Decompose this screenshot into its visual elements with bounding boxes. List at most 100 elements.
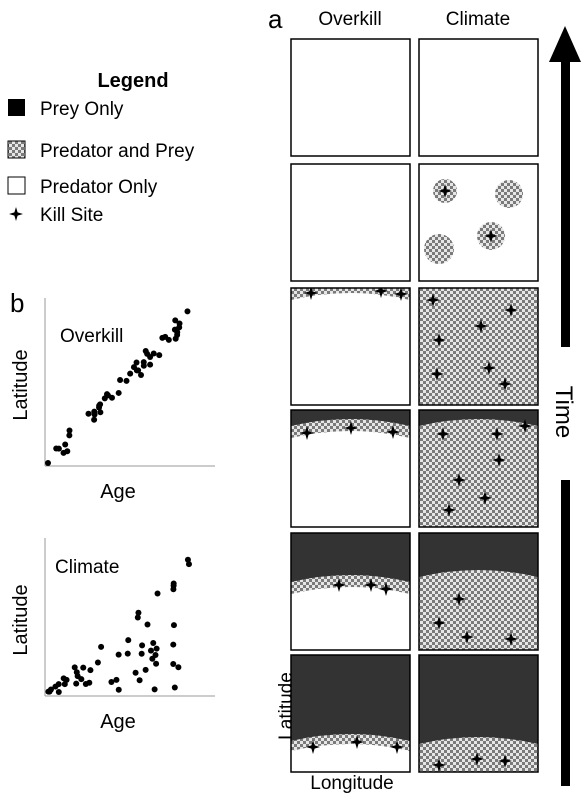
panel-bg [291,288,410,405]
axis-label: Age [100,481,136,503]
map-panel [419,533,538,650]
scatter-dot [138,371,145,378]
scatter-dot [136,677,143,684]
panel-border [290,163,411,282]
predator-prey-area [419,288,538,405]
scatter-dot [55,445,62,452]
panel-border [418,409,539,528]
scatter-dot [154,590,161,597]
scatter-dot [144,621,151,628]
legend-swatch [9,207,23,221]
scatter-dot [108,678,115,685]
legend-item: Kill Site [40,205,103,226]
prey-only-area [291,533,410,582]
prey-only-area [291,410,410,426]
scatter-dot [171,684,178,691]
map-panel [291,39,410,156]
scatter-dot [170,622,177,629]
scatter-dot [170,586,177,593]
scatter-dot [124,650,131,657]
scatter-dot [66,432,73,439]
scatter-dot [98,643,105,650]
map-panel [291,655,410,772]
scatter-dot [150,350,157,357]
scatter-dot [135,609,142,616]
column-header: Overkill [318,9,381,30]
panel-bg [291,39,410,156]
prey-only-area [419,533,538,577]
scatter-dot [133,359,140,366]
scatter-dot [125,637,132,644]
scatter-plot: Climate Latitude Age [10,538,215,733]
scatter-dot [142,666,149,673]
scatter-dot [115,686,122,693]
scatter-dot [96,404,103,411]
scatter-dot [91,408,98,415]
scatter-dot [150,640,157,647]
scatter-dot [171,326,178,333]
axis-label: Latitude [10,349,32,420]
scatter-dot [45,460,52,466]
scatter-dot [170,580,177,587]
scatter-dot [147,647,154,654]
scatter-dot [101,395,108,402]
scatter-dot [144,350,151,357]
map-panel [419,288,538,405]
axis-label: Longitude [310,773,393,794]
scatter-dot [138,650,145,657]
scatter-dot [115,389,122,396]
map-panel [291,288,410,405]
plot-title: Climate [55,557,119,578]
scatter-dot [134,614,141,621]
map-panel [291,164,410,281]
scatter-dot [55,688,62,695]
prey-only-area [419,655,538,744]
scatter-dot [147,361,154,368]
scatter-dot [123,377,130,384]
scatter-dot [176,320,183,327]
scatter-plot: Overkill Latitude Age [10,298,215,503]
panel-border [418,654,539,773]
scatter-dot [184,556,191,563]
scatter-dot [97,409,104,416]
panel-border [290,287,411,406]
column-header: Climate [446,9,510,30]
legend-item: Prey Only [40,99,124,120]
panel-border [418,532,539,651]
scatter-dot [139,642,146,649]
scatter-dot [170,641,177,648]
legend-title: Legend [97,70,168,92]
scatter-dot [153,660,160,667]
panel-border [290,654,411,773]
panel-bg [291,164,410,281]
scatter-dot [152,651,159,658]
plot-title: Overkill [60,326,123,347]
scatter-dot [153,645,160,652]
axis-label: Time [550,386,577,438]
scatter-dot [175,664,182,671]
time-arrow [561,480,570,786]
map-panel [291,533,410,650]
panel-border [290,38,411,157]
predator-prey-area [495,180,523,208]
scatter-dot [172,335,179,342]
scatter-dot [80,664,87,671]
scatter-dot [170,660,177,667]
scatter-dot [115,651,122,658]
scatter-dot [66,427,73,434]
legend-swatch [7,140,26,159]
panel-label: b [10,288,24,318]
panel-label: a [268,4,283,34]
scatter-dot [47,686,54,693]
scatter-dot [165,336,172,343]
scatter-dot [113,676,120,683]
scatter-dot [87,667,94,674]
scatter-dot [64,448,71,455]
time-arrowhead [549,26,581,62]
scatter-dot [71,664,78,671]
scatter-dot [184,308,191,315]
predator-prey-area [419,410,538,527]
scatter-dot [108,394,115,401]
map-panel [291,410,410,527]
